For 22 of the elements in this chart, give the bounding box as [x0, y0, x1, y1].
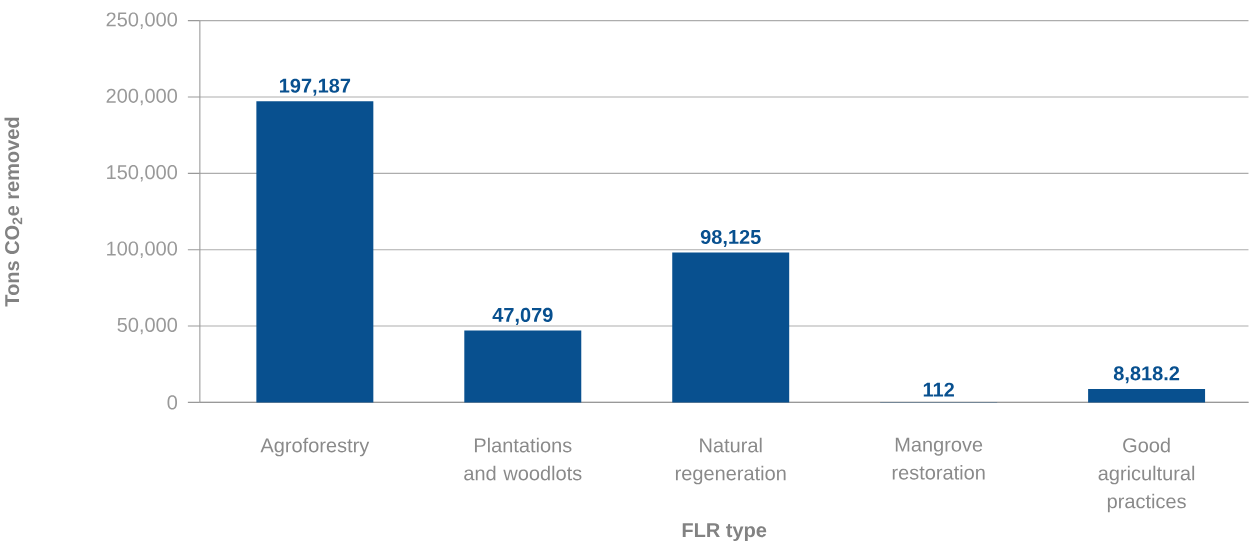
y-tick-label: 200,000 [106, 88, 178, 106]
bar [256, 101, 374, 403]
data-label: 8,818.2 [1113, 366, 1180, 384]
data-label: 197,187 [279, 78, 351, 96]
x-axis-title: FLR type [682, 523, 767, 541]
x-tick-label: Plantations and woodlots [464, 437, 582, 481]
y-tick-label: 0 [167, 395, 178, 410]
y-tick-label: 50,000 [117, 317, 178, 335]
bar [464, 330, 582, 403]
x-tick-label: Mangrove restoration [892, 437, 985, 480]
x-tick-label: Natural regeneration [675, 437, 786, 485]
y-tick-label: 100,000 [107, 241, 178, 258]
y-axis-title: Tons CO$_{2}$e removed [4, 117, 23, 307]
data-label: 98,125 [700, 229, 761, 247]
x-tick-label: Good agricultural practices [1098, 437, 1195, 513]
y-tick-label: 250,000 [106, 12, 178, 29]
y-tick-label: 150,000 [107, 164, 178, 182]
bar [672, 252, 790, 403]
data-label: 112 [923, 382, 954, 397]
bar [1088, 388, 1206, 403]
data-label: 47,079 [492, 307, 553, 325]
x-tick-label: Agroforestry [260, 437, 370, 457]
